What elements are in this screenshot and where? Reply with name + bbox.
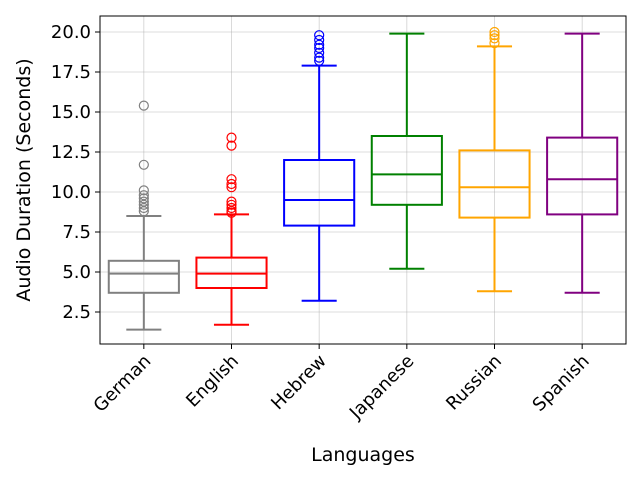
outlier-point: [138, 202, 149, 214]
outlier-point: [314, 30, 325, 41]
outlier-point: [314, 34, 325, 46]
iqr-box: [458, 149, 531, 219]
boxplot-japanese: [370, 32, 443, 270]
y-tick-label: 2.5: [62, 302, 91, 323]
iqr-box: [370, 135, 443, 206]
outlier-point: [138, 199, 149, 210]
outlier-point: [489, 30, 500, 41]
y-tick-label: 7.5: [62, 222, 91, 243]
iqr-box: [283, 159, 356, 227]
outlier-point: [314, 47, 325, 58]
iqr-box: [107, 259, 180, 294]
outlier-point: [226, 199, 237, 210]
outlier-point: [138, 190, 149, 201]
iqr-box: [546, 136, 619, 216]
outlier-point: [226, 140, 237, 151]
y-tick-label: 20.0: [51, 22, 91, 43]
outlier-point: [226, 202, 237, 214]
boxplot-hebrew: [283, 30, 356, 302]
outlier-point: [138, 193, 149, 204]
x-axis-label: Languages: [311, 444, 415, 466]
outlier-point: [226, 132, 237, 143]
outlier-point: [138, 185, 149, 196]
boxplot-spanish: [546, 32, 619, 294]
boxplot-english: [195, 132, 268, 326]
outlier-point: [226, 182, 237, 193]
outlier-point: [489, 33, 500, 44]
y-tick-label: 15.0: [51, 102, 91, 123]
outlier-point: [226, 174, 237, 185]
outlier-point: [226, 196, 237, 207]
boxplot-german: [107, 100, 180, 331]
boxplot-russian: [458, 26, 531, 293]
box-plots: [107, 26, 619, 331]
outlier-point: [226, 178, 237, 190]
outlier-point: [314, 55, 325, 66]
outlier-point: [314, 42, 325, 54]
outlier-point: [489, 38, 500, 49]
y-tick-label: 17.5: [51, 62, 91, 83]
plot-frame: [99, 15, 627, 345]
y-axis-label: Audio Duration (Seconds): [13, 58, 35, 301]
outlier-point: [138, 196, 149, 207]
outlier-point: [489, 26, 500, 38]
y-tick-label: 10.0: [51, 182, 91, 203]
y-tick-label: 12.5: [51, 142, 91, 163]
y-tick-label: 5.0: [62, 262, 91, 283]
outlier-point: [138, 159, 149, 170]
outlier-point: [138, 100, 149, 111]
